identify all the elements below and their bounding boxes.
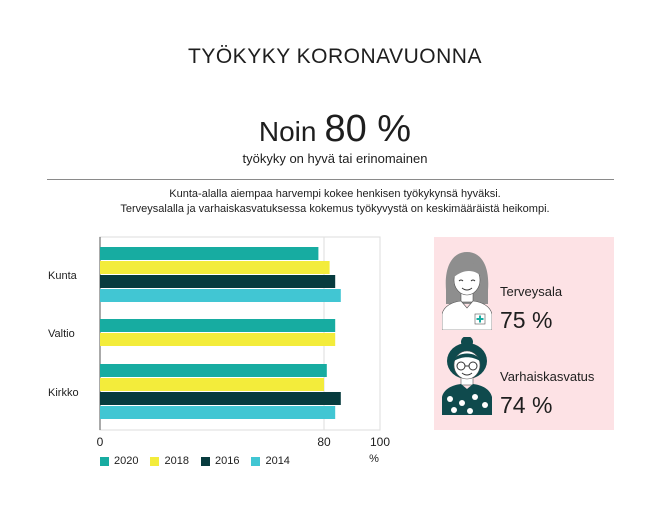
bar-kirkko-2020 <box>100 364 327 377</box>
bar-valtio-2020 <box>100 319 336 332</box>
headline-prefix: Noin <box>258 116 317 147</box>
chart-legend: 2020 2018 2016 2014 <box>100 455 290 467</box>
stat-value-terveysala: 75 % <box>500 307 553 333</box>
legend-item: 2016 <box>200 455 240 467</box>
legend-label: 2014 <box>265 455 290 467</box>
bar-kunta-2020 <box>100 247 319 260</box>
description-line: Terveysalalla ja varhaiskasvatuksessa ko… <box>120 203 550 215</box>
headline: Noin 80 % <box>0 110 670 149</box>
legend-item: 2014 <box>251 455 290 467</box>
stat-label-varhaiskasvatus: Varhaiskasvatus <box>500 369 595 384</box>
x-tick-label: 80 <box>317 435 331 449</box>
headline-subtitle: työkyky on hyvä tai erinomainen <box>242 151 428 166</box>
legend-label: 2016 <box>214 455 240 467</box>
x-axis-unit: % <box>369 453 379 465</box>
category-label: Kunta <box>48 270 78 282</box>
legend-swatch <box>100 456 109 466</box>
category-label: Kirkko <box>48 387 79 399</box>
page-title: TYÖKYKY KORONAVUONNA <box>188 45 482 68</box>
stat-label-terveysala: Terveysala <box>500 284 563 299</box>
legend-swatch <box>251 456 261 466</box>
bar-kirkko-2014 <box>100 406 336 419</box>
legend-swatch <box>200 456 210 466</box>
legend-swatch <box>150 456 160 466</box>
description-line: Kunta-alalla aiempaa harvempi kokee henk… <box>169 188 501 200</box>
divider <box>47 179 614 180</box>
bar-kunta-2018 <box>100 261 330 274</box>
bar-kirkko-2016 <box>100 392 341 405</box>
nurse-icon <box>442 252 492 330</box>
bar-kunta-2014 <box>100 289 341 302</box>
highlight-panel: Terveysala 75 % Varhaiskasvatus 74 % <box>434 237 614 430</box>
legend-label: 2020 <box>114 455 139 467</box>
legend-label: 2018 <box>164 455 189 467</box>
stat-value-varhaiskasvatus: 74 % <box>500 392 553 418</box>
bar-kirkko-2018 <box>100 378 324 391</box>
x-tick-label: 0 <box>97 435 104 449</box>
headline-value: 80 % <box>324 108 412 150</box>
bar-valtio-2018 <box>100 333 336 346</box>
bar-kunta-2016 <box>100 275 336 288</box>
teacher-icon <box>442 337 492 415</box>
legend-item: 2018 <box>150 455 189 467</box>
category-label: Valtio <box>48 328 75 340</box>
description: Kunta-alalla aiempaa harvempi kokee henk… <box>0 187 670 217</box>
x-tick-label: 100 <box>370 435 390 449</box>
legend-item: 2020 <box>100 455 138 467</box>
